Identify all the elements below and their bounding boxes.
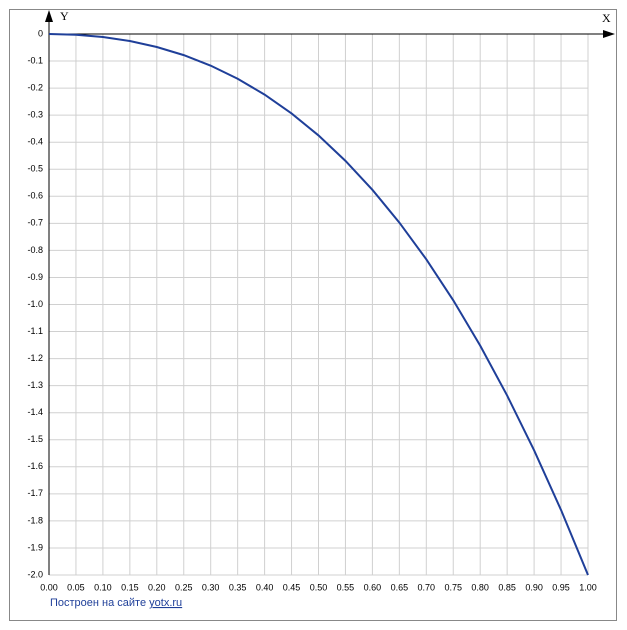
- x-tick-label: 0.45: [283, 582, 301, 592]
- x-tick-label: 0.65: [391, 582, 409, 592]
- y-tick-label: -0.8: [27, 245, 43, 255]
- y-tick-label: -0.9: [27, 272, 43, 282]
- x-arrow: [603, 30, 615, 38]
- x-tick-label: 0.40: [256, 582, 274, 592]
- y-tick-label: -0.1: [27, 55, 43, 65]
- y-tick-label: -2.0: [27, 569, 43, 579]
- y-tick-label: 0: [38, 28, 43, 38]
- y-tick-label: -1.2: [27, 353, 43, 363]
- footer-caption: Построен на сайте: [50, 597, 146, 609]
- y-axis-label: Y: [60, 9, 69, 23]
- y-tick-label: -1.7: [27, 488, 43, 498]
- x-tick-label: 0.05: [67, 582, 85, 592]
- x-tick-label: 0.50: [310, 582, 328, 592]
- x-tick-label: 0.70: [418, 582, 436, 592]
- footer-text: Построен на сайте yotx.ru: [50, 597, 182, 609]
- x-tick-label: 0.60: [364, 582, 382, 592]
- y-tick-label: -0.6: [27, 191, 43, 201]
- x-tick-label: 0.15: [121, 582, 139, 592]
- x-tick-label: 0.30: [202, 582, 220, 592]
- x-tick-label: 0.90: [525, 582, 543, 592]
- y-tick-label: -0.5: [27, 164, 43, 174]
- x-tick-label: 0.55: [337, 582, 355, 592]
- x-tick-label: 0.95: [552, 582, 570, 592]
- x-tick-label: 0.10: [94, 582, 112, 592]
- y-tick-label: -1.0: [27, 299, 43, 309]
- x-tick-label: 0.00: [40, 582, 58, 592]
- y-tick-label: -1.3: [27, 380, 43, 390]
- y-tick-label: -0.4: [27, 137, 43, 147]
- x-tick-label: 0.20: [148, 582, 166, 592]
- y-tick-label: -1.6: [27, 461, 43, 471]
- y-tick-label: -0.3: [27, 110, 43, 120]
- x-tick-label: 0.25: [175, 582, 193, 592]
- x-tick-label: 0.85: [498, 582, 516, 592]
- frame: [9, 9, 617, 621]
- data-line: [48, 33, 589, 576]
- y-tick-label: -1.4: [27, 407, 43, 417]
- grid: [48, 33, 589, 576]
- footer-link[interactable]: yotx.ru: [149, 597, 182, 609]
- y-tick-label: -0.7: [27, 218, 43, 228]
- y-tick-label: -0.2: [27, 82, 43, 92]
- x-tick-label: 1.00: [579, 582, 597, 592]
- y-arrow: [45, 10, 53, 22]
- y-tick-label: -1.8: [27, 515, 43, 525]
- y-tick-label: -1.1: [27, 326, 43, 336]
- y-tick-label: -1.9: [27, 542, 43, 552]
- x-tick-label: 0.80: [471, 582, 489, 592]
- x-axis-label: X: [602, 11, 611, 25]
- x-tick-label: 0.35: [229, 582, 247, 592]
- y-tick-label: -1.5: [27, 434, 43, 444]
- x-tick-label: 0.75: [444, 582, 462, 592]
